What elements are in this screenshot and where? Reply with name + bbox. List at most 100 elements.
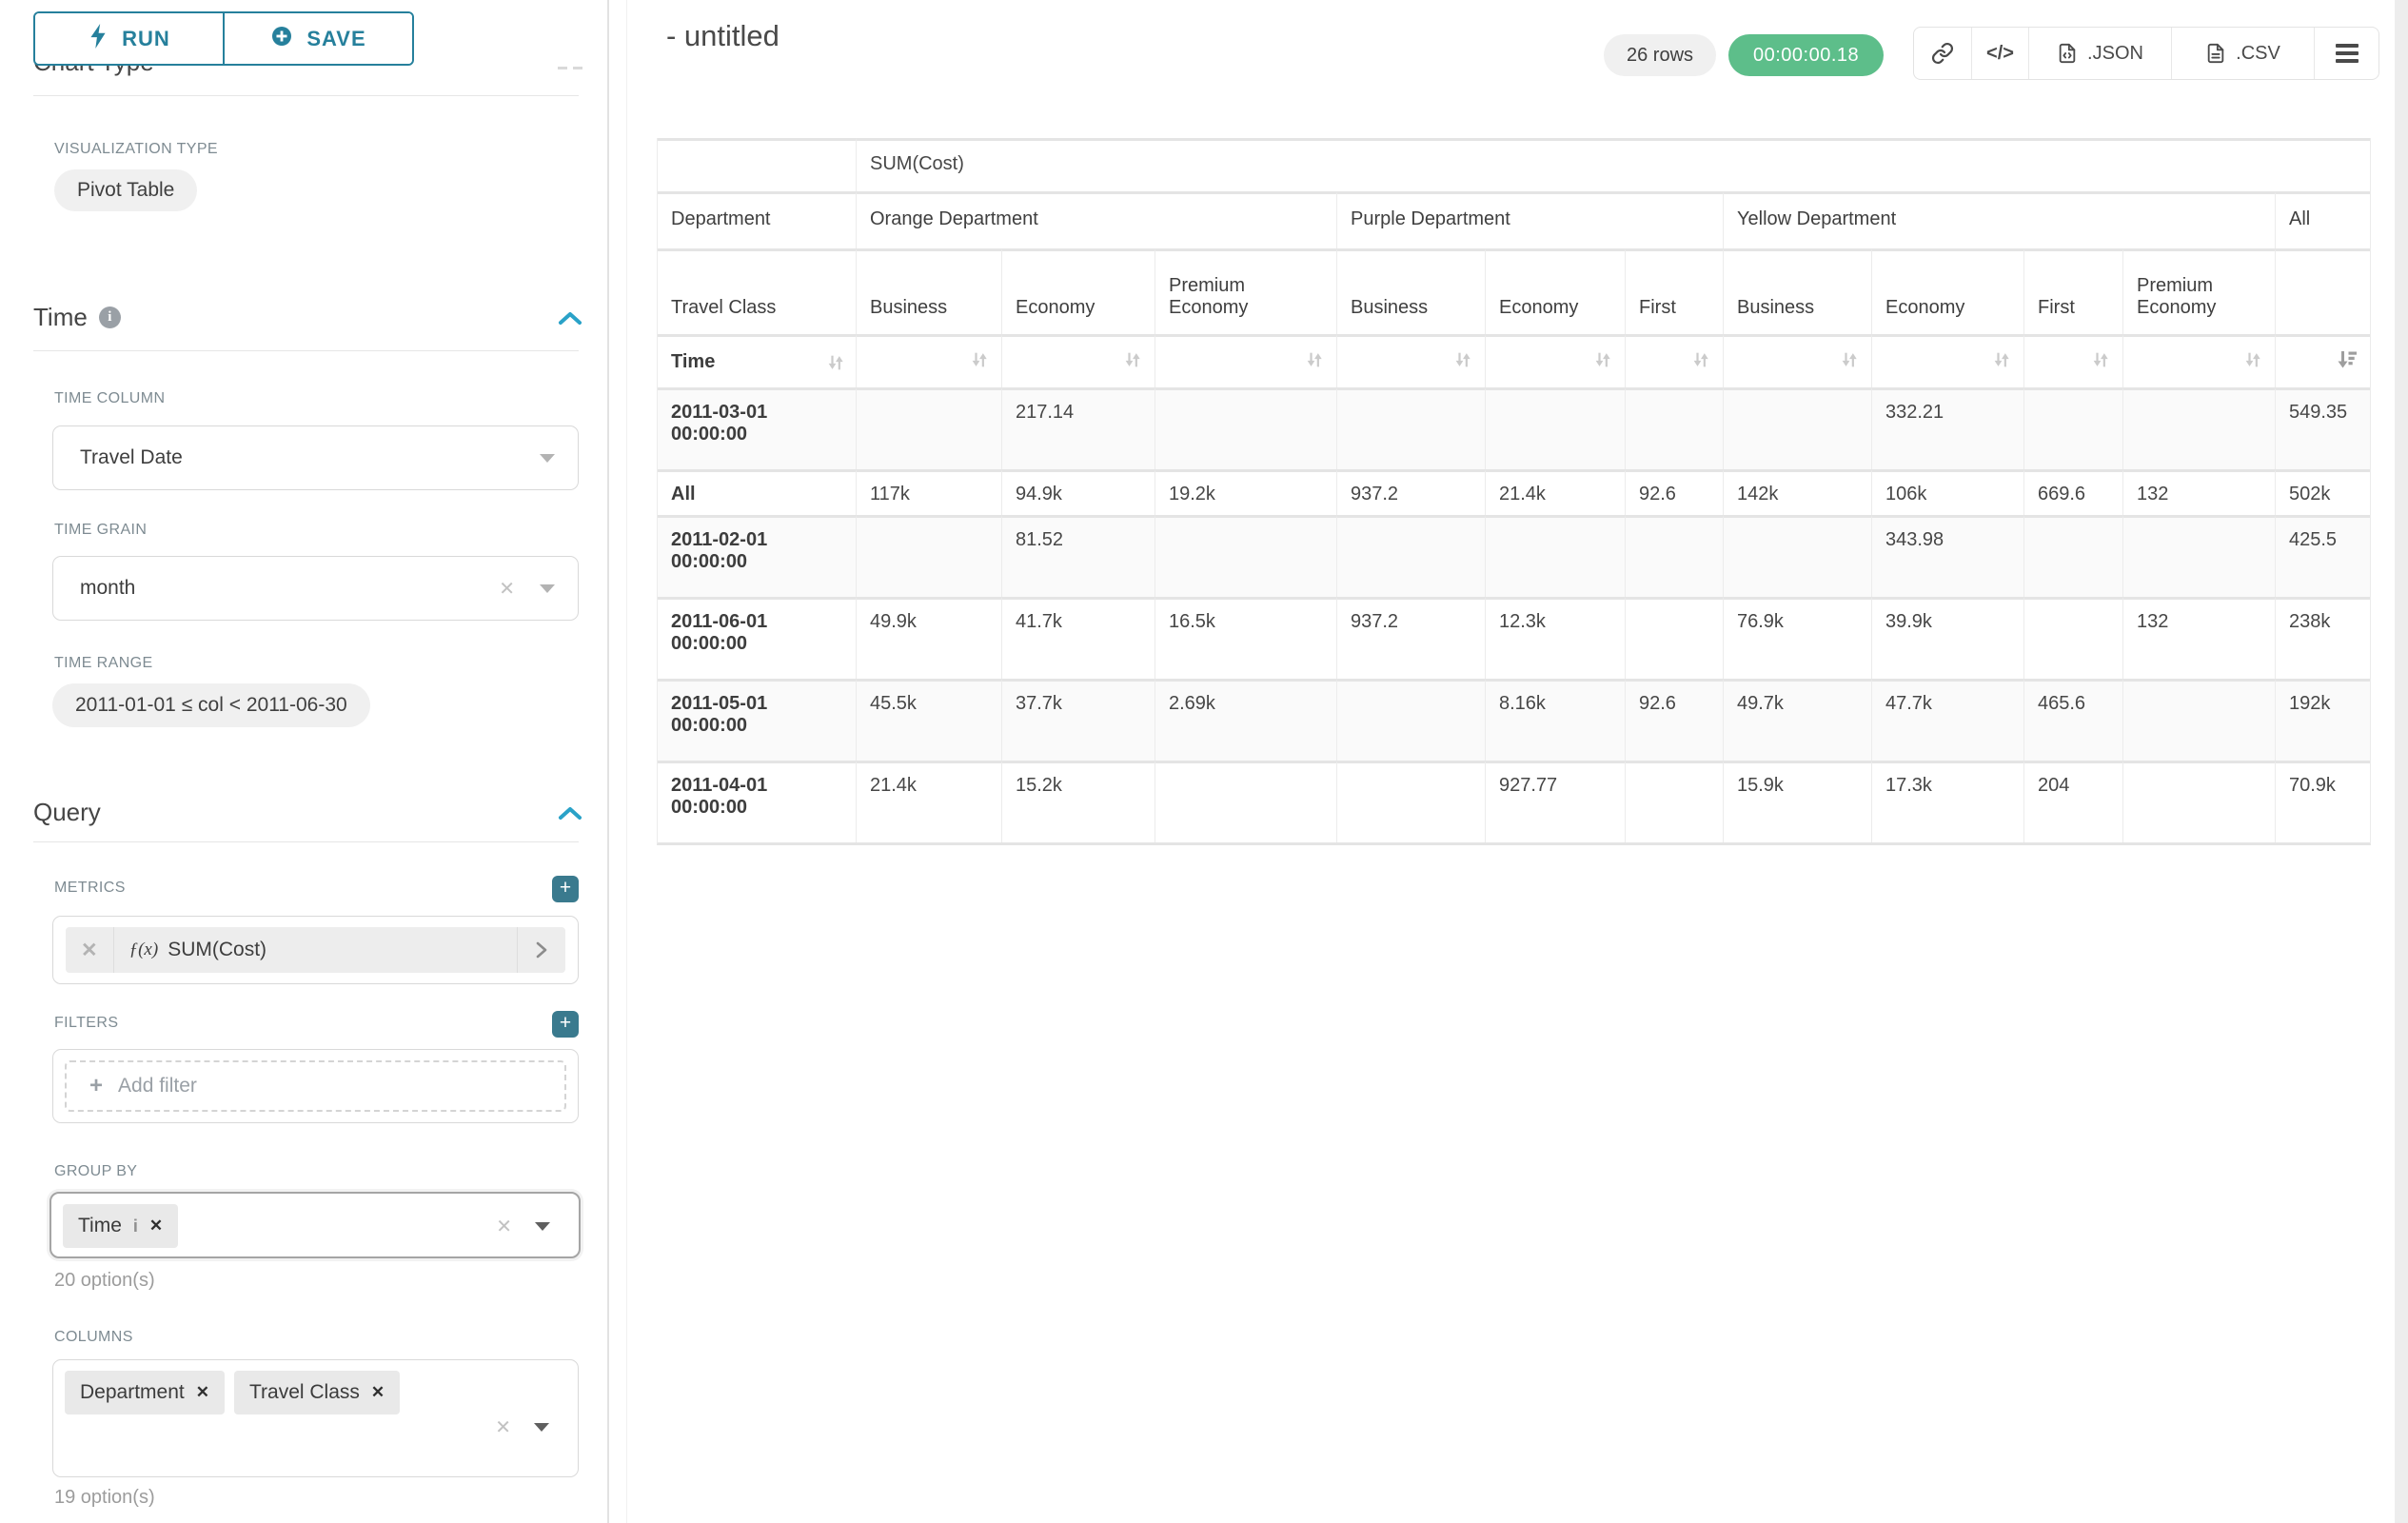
selected-option-chip[interactable]: Time i ✕ <box>63 1204 179 1248</box>
sort-icon[interactable] <box>825 352 846 373</box>
time-section-collapse-chevron-icon[interactable] <box>558 310 582 326</box>
remove-chip-icon[interactable]: ✕ <box>195 1383 209 1401</box>
sort-cell[interactable] <box>1625 334 1723 387</box>
sort-icon[interactable] <box>1304 349 1325 370</box>
columns-label: COLUMNS <box>54 1329 133 1345</box>
export-json-button[interactable]: .JSON <box>2028 28 2171 79</box>
time-column-select[interactable]: Travel Date <box>52 425 579 490</box>
sort-icon[interactable] <box>2242 349 2263 370</box>
sort-descending-active-icon[interactable] <box>2336 348 2359 371</box>
selected-option-chip[interactable]: Department ✕ <box>65 1371 225 1414</box>
sort-cell[interactable] <box>1485 334 1625 387</box>
sort-cell[interactable] <box>1723 334 1871 387</box>
table-row: 2011-06-01 00:00:00 49.9k 41.7k 16.5k 937.2 1… <box>658 597 2371 679</box>
sort-cell[interactable] <box>1871 334 2023 387</box>
pivot-value-cell <box>1625 515 1723 597</box>
sort-cell[interactable] <box>1155 334 1336 387</box>
sort-icon[interactable] <box>1122 349 1143 370</box>
chip-label: Department <box>80 1381 185 1403</box>
sort-icon[interactable] <box>969 349 990 370</box>
time-range-value[interactable]: 2011-01-01 ≤ col < 2011-06-30 <box>52 683 370 727</box>
pivot-value-cell <box>1625 597 1723 679</box>
pivot-value-cell: 425.5 <box>2275 515 2371 597</box>
pivot-value-cell <box>2023 387 2122 469</box>
selected-option-chip[interactable]: Travel Class ✕ <box>233 1371 401 1414</box>
time-column-label: TIME COLUMN <box>54 390 166 406</box>
info-icon[interactable]: i <box>132 1216 138 1236</box>
remove-chip-icon[interactable]: ✕ <box>370 1383 385 1401</box>
corner-cell <box>658 138 856 191</box>
sort-cell-active[interactable] <box>2275 334 2371 387</box>
run-button[interactable]: RUN <box>35 13 223 64</box>
travel-class-header-empty <box>2275 248 2371 334</box>
chart-title[interactable]: - untitled <box>666 19 780 52</box>
sort-icon[interactable] <box>1592 349 1613 370</box>
all-column-header: All <box>2275 191 2371 248</box>
metric-chip[interactable]: ✕ ƒ(x) SUM(Cost) <box>66 927 565 973</box>
columns-select[interactable]: Department ✕ Travel Class ✕ ✕ <box>52 1359 579 1477</box>
clear-icon[interactable]: ✕ <box>495 1417 511 1438</box>
divider <box>33 350 579 351</box>
pivot-value-cell <box>1723 387 1871 469</box>
vertical-scrollbar[interactable] <box>2395 0 2408 1523</box>
sort-icon[interactable] <box>1991 349 2012 370</box>
sort-icon[interactable] <box>1690 349 1711 370</box>
export-csv-button[interactable]: .CSV <box>2171 28 2314 79</box>
remove-metric-icon[interactable]: ✕ <box>81 939 98 961</box>
more-options-button[interactable] <box>2314 28 2378 79</box>
sort-cell[interactable] <box>1001 334 1155 387</box>
query-timer-badge: 00:00:00.18 <box>1728 34 1885 76</box>
remove-chip-icon[interactable]: ✕ <box>148 1216 164 1235</box>
row-header: 2011-05-01 00:00:00 <box>658 679 856 761</box>
pivot-value-cell: 465.6 <box>2023 679 2122 761</box>
pivot-value-cell <box>1336 387 1485 469</box>
table-row: 2011-02-01 00:00:00 81.52 343.98 425.5 <box>658 515 2371 597</box>
pivot-value-cell: 15.9k <box>1723 761 1871 842</box>
row-header: 2011-06-01 00:00:00 <box>658 597 856 679</box>
expand-metric-chevron-icon[interactable] <box>518 927 565 973</box>
chevron-down-icon[interactable] <box>534 1423 549 1432</box>
chip-label: Travel Class <box>248 1381 360 1403</box>
sort-cell[interactable] <box>1336 334 1485 387</box>
row-header: 2011-02-01 00:00:00 <box>658 515 856 597</box>
visualization-type-value[interactable]: Pivot Table <box>54 169 198 211</box>
pivot-table-container: SUM(Cost) Department Orange Department Purp… <box>657 138 2372 845</box>
add-metric-button[interactable]: + <box>552 876 579 902</box>
metric-header-cell: SUM(Cost) <box>856 138 2371 191</box>
travel-class-axis-label: Travel Class <box>658 248 856 334</box>
panel-divider-inner <box>626 0 627 1523</box>
share-link-button[interactable] <box>1914 28 1971 79</box>
table-row: 2011-04-01 00:00:00 21.4k 15.2k 927.77 15.9k… <box>658 761 2371 842</box>
pivot-value-cell: 49.9k <box>856 597 1001 679</box>
pivot-value-cell <box>2023 515 2122 597</box>
travel-class-header: Premium Economy <box>2122 248 2275 334</box>
table-row: 2011-05-01 00:00:00 45.5k 37.7k 2.69k 8.16k 9… <box>658 679 2371 761</box>
divider <box>33 841 579 842</box>
pivot-value-cell: 343.98 <box>1871 515 2023 597</box>
panel-divider[interactable] <box>607 0 609 1523</box>
group-by-option-count: 20 option(s) <box>54 1270 155 1291</box>
pivot-value-cell <box>1336 515 1485 597</box>
sort-icon[interactable] <box>1839 349 1860 370</box>
clear-icon[interactable]: ✕ <box>496 1216 512 1237</box>
chevron-up-icon[interactable] <box>558 67 582 69</box>
save-button[interactable]: SAVE <box>223 13 412 64</box>
info-icon[interactable]: i <box>98 307 121 328</box>
sort-cell[interactable] <box>2122 334 2275 387</box>
pivot-table: SUM(Cost) Department Orange Department Purp… <box>657 138 2372 845</box>
query-section-collapse-chevron-icon[interactable] <box>558 805 582 821</box>
sort-cell[interactable] <box>2023 334 2122 387</box>
sort-cell[interactable] <box>856 334 1001 387</box>
sort-icon[interactable] <box>1452 349 1473 370</box>
filters-label: FILTERS <box>54 1015 119 1031</box>
view-query-button[interactable]: </> <box>1971 28 2028 79</box>
clear-icon[interactable]: ✕ <box>499 578 515 600</box>
add-filter-button[interactable]: + Add filter <box>65 1060 566 1112</box>
chevron-down-icon[interactable] <box>535 1222 550 1231</box>
group-by-select[interactable]: Time i ✕ ✕ <box>49 1192 581 1258</box>
add-filter-plus-button[interactable]: + <box>552 1011 579 1038</box>
sort-icon[interactable] <box>2090 349 2111 370</box>
pivot-value-cell <box>1336 761 1485 842</box>
time-grain-select[interactable]: month ✕ <box>52 556 579 621</box>
pivot-value-cell <box>1485 387 1625 469</box>
